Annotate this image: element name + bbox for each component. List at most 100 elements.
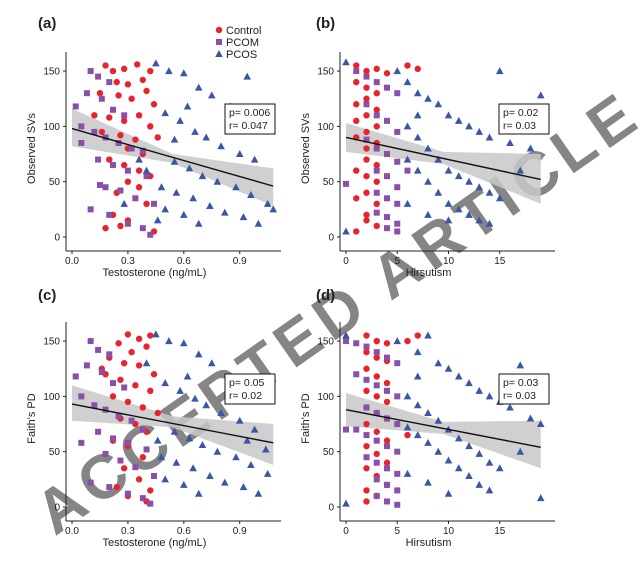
x-tick-label: 0.6 bbox=[177, 256, 191, 267]
data-point-pcos bbox=[403, 78, 412, 86]
data-point-pcom bbox=[353, 340, 360, 347]
data-point-pcos bbox=[213, 177, 222, 185]
data-point-pcos bbox=[393, 337, 402, 345]
data-point-control bbox=[373, 450, 380, 458]
data-point-pcom bbox=[353, 371, 360, 378]
data-point-pcos bbox=[250, 155, 259, 163]
x-tick-label: 5 bbox=[394, 256, 400, 267]
data-point-pcos bbox=[506, 403, 514, 411]
data-point-pcos bbox=[180, 339, 188, 347]
data-point-pcos bbox=[180, 210, 188, 218]
data-point-control bbox=[98, 128, 106, 136]
data-point-pcos bbox=[413, 89, 422, 97]
y-tick-label: 50 bbox=[49, 177, 61, 188]
data-point-pcom bbox=[384, 387, 390, 394]
series-pcom bbox=[72, 338, 157, 507]
data-point-pcom bbox=[363, 432, 370, 439]
data-point-control bbox=[373, 161, 380, 169]
data-point-pcom bbox=[373, 209, 380, 216]
data-point-pcos bbox=[424, 144, 432, 152]
data-point-pcos bbox=[263, 469, 272, 477]
data-point-pcos bbox=[170, 135, 179, 143]
data-point-pcom bbox=[139, 426, 146, 433]
data-point-pcom bbox=[124, 439, 131, 446]
data-point-pcos bbox=[165, 67, 173, 75]
data-point-control bbox=[373, 373, 380, 380]
data-point-pcos bbox=[176, 116, 184, 124]
data-point-pcos bbox=[172, 458, 181, 466]
x-tick-label: 0.3 bbox=[121, 256, 135, 267]
data-point-pcos bbox=[194, 489, 203, 497]
data-point-pcos bbox=[235, 150, 244, 158]
x-axis-title: Testosterone (ng/mL) bbox=[103, 267, 207, 279]
data-point-pcos bbox=[516, 361, 525, 369]
legend-label-pcom: PCOM bbox=[226, 37, 259, 49]
data-point-pcos bbox=[454, 434, 463, 442]
data-point-pcos bbox=[413, 431, 422, 439]
data-point-pcos bbox=[198, 172, 207, 180]
data-point-pcom bbox=[72, 373, 79, 380]
data-point-pcos bbox=[403, 122, 412, 130]
data-point-pcom bbox=[106, 211, 113, 218]
data-point-pcos bbox=[444, 489, 453, 497]
data-point-pcos bbox=[485, 458, 494, 466]
data-point-pcos bbox=[172, 188, 181, 196]
data-point-control bbox=[373, 89, 380, 97]
axes: 0 50 100 150 0.0 0.3 0.6 0.9 bbox=[43, 52, 281, 267]
data-point-control bbox=[383, 398, 391, 406]
data-point-pcos bbox=[485, 188, 494, 196]
data-point-pcom bbox=[384, 225, 390, 232]
y-tick-label: 50 bbox=[323, 447, 335, 458]
data-point-control bbox=[373, 337, 380, 345]
data-point-pcom bbox=[95, 73, 102, 80]
stats-box-frame bbox=[224, 103, 276, 135]
data-point-pcos bbox=[247, 190, 255, 198]
data-point-pcos bbox=[536, 494, 545, 502]
data-point-pcom bbox=[384, 117, 390, 124]
data-point-pcos bbox=[403, 199, 412, 207]
x-axis-title: Hirsutism bbox=[406, 537, 452, 549]
data-point-control bbox=[147, 487, 154, 494]
data-point-control bbox=[147, 332, 154, 339]
data-point-control bbox=[363, 465, 370, 472]
data-point-control bbox=[363, 365, 370, 372]
data-point-control bbox=[373, 222, 380, 230]
data-point-control bbox=[120, 465, 128, 472]
data-point-pcos bbox=[444, 199, 453, 207]
data-point-pcom bbox=[373, 145, 380, 152]
stats-box: p= 0.05r= 0.02 bbox=[224, 373, 276, 405]
data-point-pcos bbox=[475, 127, 484, 135]
data-point-pcos bbox=[202, 133, 210, 141]
data-point-pcos bbox=[161, 109, 169, 117]
data-point-pcos bbox=[526, 144, 535, 152]
data-point-pcos bbox=[424, 210, 432, 218]
data-point-pcom bbox=[384, 415, 390, 422]
data-point-pcom bbox=[98, 95, 105, 102]
data-point-pcom bbox=[363, 101, 370, 108]
data-point-pcom bbox=[373, 189, 380, 196]
panel-letter: (a) bbox=[38, 15, 56, 32]
data-point-control bbox=[353, 78, 360, 86]
data-point-pcos bbox=[153, 216, 162, 224]
data-point-pcos bbox=[342, 331, 350, 339]
data-point-pcom bbox=[117, 187, 124, 194]
data-point-control bbox=[363, 128, 370, 136]
data-point-pcom bbox=[394, 487, 401, 494]
data-point-control bbox=[124, 398, 132, 406]
data-point-pcos bbox=[170, 427, 179, 435]
data-point-pcom bbox=[343, 180, 349, 187]
stats-box: p= 0.03r= 0.03 bbox=[498, 373, 550, 405]
y-tick-label: 0 bbox=[328, 233, 334, 244]
y-tick-label: 100 bbox=[317, 122, 334, 133]
data-point-pcom bbox=[121, 384, 128, 391]
data-point-pcos bbox=[475, 386, 484, 394]
data-point-control bbox=[363, 387, 370, 395]
data-point-pcom bbox=[353, 68, 360, 75]
data-point-control bbox=[113, 483, 120, 491]
data-point-pcos bbox=[536, 420, 545, 428]
data-point-pcom bbox=[394, 158, 401, 165]
data-point-pcom bbox=[143, 446, 150, 453]
data-point-control bbox=[135, 362, 143, 369]
